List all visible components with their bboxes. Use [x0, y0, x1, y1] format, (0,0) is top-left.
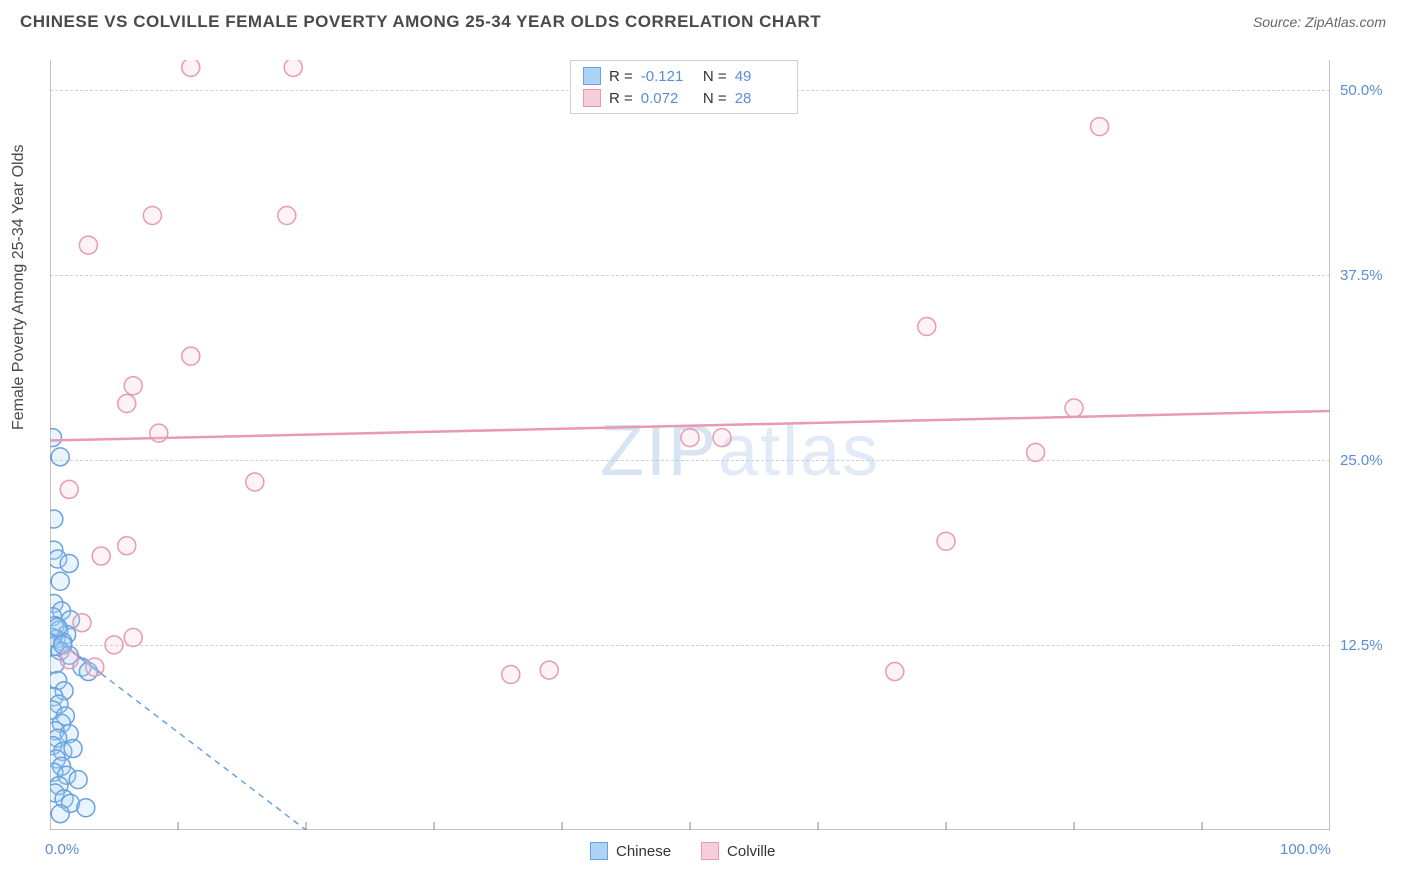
stats-n-label: N = [699, 68, 727, 85]
stats-swatch-0 [583, 67, 601, 85]
legend-swatch-0 [590, 842, 608, 860]
legend-label-0: Chinese [616, 843, 671, 860]
stats-n-value-1: 28 [735, 90, 785, 107]
x-tick-label: 0.0% [45, 841, 79, 858]
y-tick-label: 12.5% [1340, 637, 1406, 654]
stats-row-1: R = 0.072 N = 28 [583, 87, 785, 109]
x-tick-label: 100.0% [1280, 841, 1331, 858]
y-tick-label: 37.5% [1340, 267, 1406, 284]
plot-area: ZIPatlas R = -0.121 N = 49 R = 0.072 N =… [50, 60, 1330, 830]
y-tick-label: 50.0% [1340, 82, 1406, 99]
legend-item-0: Chinese [590, 842, 671, 860]
chart-source: Source: ZipAtlas.com [1253, 14, 1386, 30]
stats-box: R = -0.121 N = 49 R = 0.072 N = 28 [570, 60, 798, 114]
stats-r-label: R = [609, 90, 633, 107]
legend-swatch-1 [701, 842, 719, 860]
stats-row-0: R = -0.121 N = 49 [583, 65, 785, 87]
y-axis-label: Female Poverty Among 25-34 Year Olds [10, 145, 28, 431]
stats-n-label: N = [699, 90, 727, 107]
stats-r-value-0: -0.121 [641, 68, 691, 85]
stats-r-label: R = [609, 68, 633, 85]
y-tick-label: 25.0% [1340, 452, 1406, 469]
chart-title: CHINESE VS COLVILLE FEMALE POVERTY AMONG… [20, 12, 821, 32]
legend: Chinese Colville [590, 842, 775, 860]
legend-label-1: Colville [727, 843, 775, 860]
legend-item-1: Colville [701, 842, 775, 860]
stats-n-value-0: 49 [735, 68, 785, 85]
stats-r-value-1: 0.072 [641, 90, 691, 107]
stats-swatch-1 [583, 89, 601, 107]
chart-header: CHINESE VS COLVILLE FEMALE POVERTY AMONG… [0, 0, 1406, 44]
plot-svg [50, 60, 1330, 830]
